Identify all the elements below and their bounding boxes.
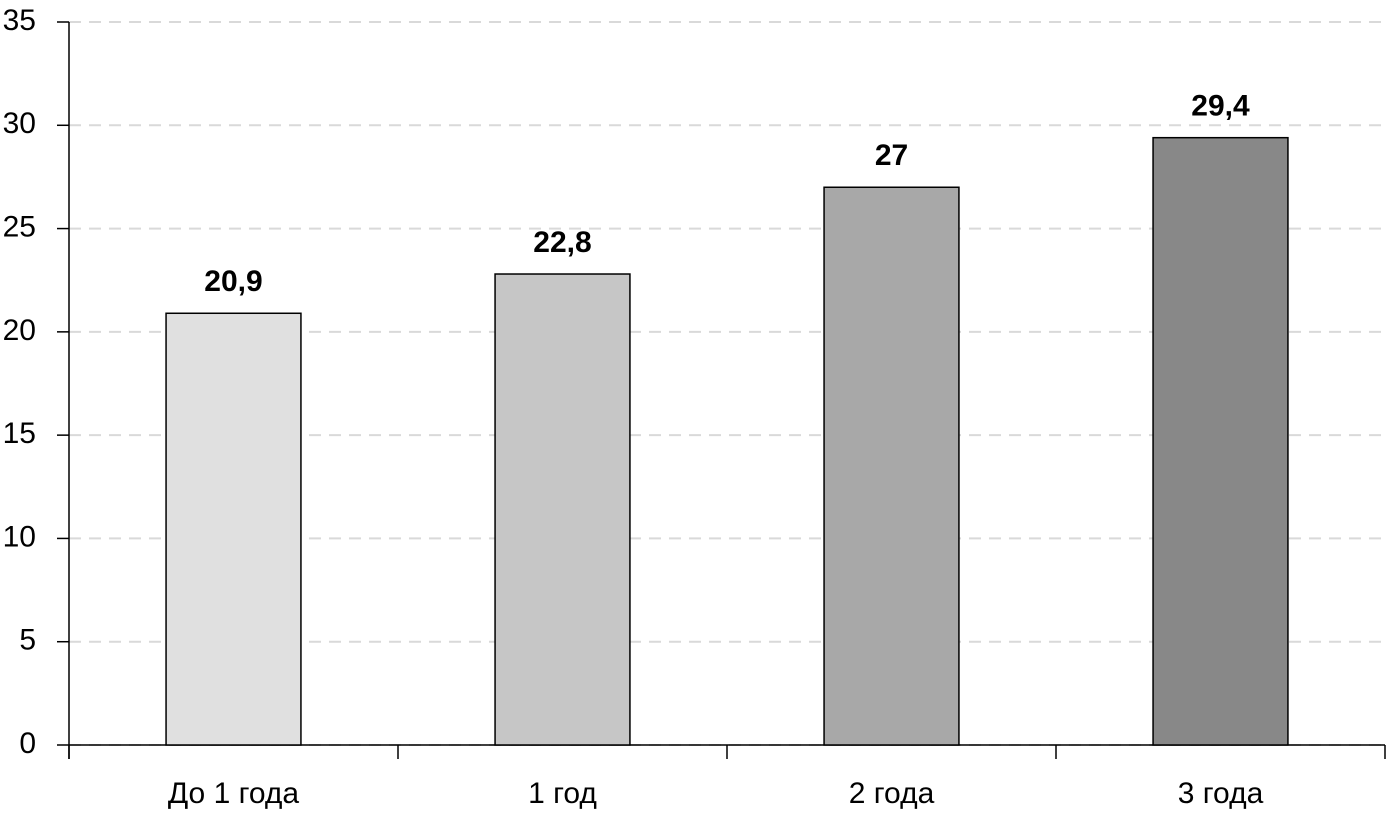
y-tick-label: 15	[3, 417, 36, 450]
x-tick-label: До 1 года	[168, 777, 300, 810]
bar	[494, 273, 631, 746]
value-label: 20,9	[204, 265, 262, 298]
bar	[823, 186, 960, 746]
x-tick-label: 2 года	[849, 777, 935, 810]
x-tick-label: 1 год	[528, 777, 597, 810]
bar	[1152, 136, 1289, 746]
bar	[165, 312, 302, 746]
x-tick-label: 3 года	[1178, 777, 1264, 810]
value-label: 27	[875, 139, 908, 172]
y-tick-label: 30	[3, 107, 36, 140]
value-label: 22,8	[533, 226, 591, 259]
y-tick-label: 20	[3, 314, 36, 347]
value-label: 29,4	[1191, 90, 1250, 123]
y-tick-label: 5	[19, 624, 36, 657]
y-tick-label: 10	[3, 520, 36, 553]
y-tick-label: 0	[19, 727, 36, 760]
y-tick-label: 35	[3, 4, 36, 37]
y-tick-label: 25	[3, 210, 36, 243]
